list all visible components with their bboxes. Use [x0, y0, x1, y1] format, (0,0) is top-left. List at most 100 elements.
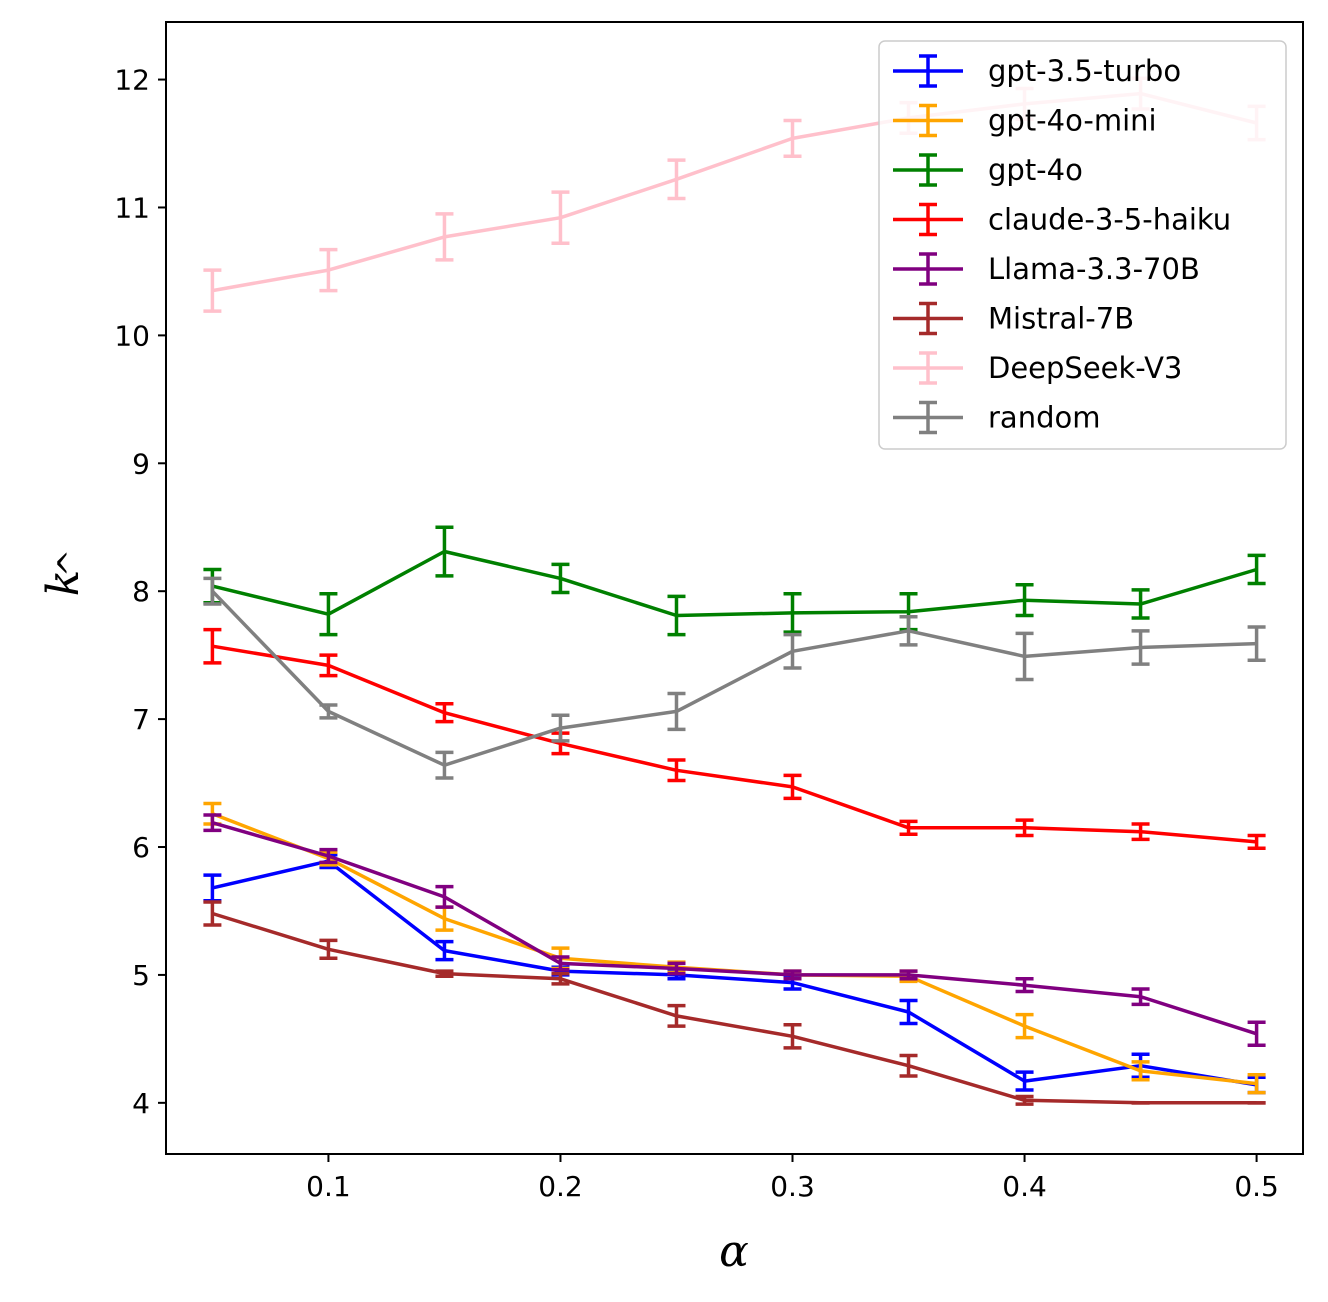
data-point [1015, 818, 1034, 838]
y-tick-label: 7 [132, 703, 150, 736]
data-point [667, 1003, 686, 1028]
series-line [211, 911, 1257, 1105]
x-tick-label: 0.1 [306, 1170, 351, 1203]
data-point [435, 212, 454, 262]
data-point [667, 594, 686, 637]
legend-label: gpt-4o-mini [988, 104, 1157, 138]
legend-box [878, 40, 1287, 450]
series-claude-3-5-haiku [203, 627, 1266, 851]
data-point [319, 703, 338, 720]
data-point [1131, 1060, 1150, 1082]
y-axis-label-text: k [38, 570, 89, 597]
legend-item-random: random [893, 401, 1100, 435]
data-point [783, 773, 802, 801]
data-point [435, 884, 454, 909]
y-tick-label: 6 [132, 831, 150, 864]
data-point [203, 813, 222, 833]
x-tick-label: 0.4 [1002, 1170, 1047, 1203]
data-point [1015, 977, 1034, 994]
legend-item-deepseek-v3: DeepSeek-V3 [893, 351, 1182, 385]
data-point [1131, 987, 1150, 1007]
legend: gpt-3.5-turbo gpt-4o-mini gpt-4o claude-3-5… [878, 40, 1287, 450]
y-tick-label: 9 [132, 447, 150, 480]
data-point [1247, 553, 1266, 586]
data-point [551, 971, 570, 986]
data-point [1247, 1020, 1266, 1048]
y-tick-label: 4 [132, 1087, 150, 1120]
data-point [551, 562, 570, 595]
data-point [783, 969, 802, 981]
data-point [1131, 629, 1150, 666]
data-point [899, 998, 918, 1026]
data-point [551, 190, 570, 246]
x-tick-label: 0.5 [1234, 1170, 1279, 1203]
legend-label: DeepSeek-V3 [988, 351, 1182, 385]
data-point [783, 632, 802, 670]
data-point [203, 576, 222, 606]
x-tick-label: 0.3 [770, 1170, 815, 1203]
legend-label: Mistral-7B [988, 302, 1134, 336]
data-point [783, 118, 802, 159]
data-point [667, 158, 686, 201]
data-point [319, 847, 338, 865]
data-point [203, 900, 222, 927]
data-point [435, 525, 454, 578]
series-line [212, 644, 1257, 844]
data-point [667, 758, 686, 783]
data-point [667, 961, 686, 976]
data-point [1015, 583, 1034, 618]
series-line [211, 589, 1257, 767]
y-tick-label: 5 [132, 959, 150, 992]
legend-item-llama-3-3-70b: Llama-3.3-70B [893, 252, 1200, 286]
data-point [435, 939, 454, 962]
series-line [212, 859, 1257, 1087]
legend-label: claude-3-5-haiku [988, 203, 1231, 237]
data-point [783, 1023, 802, 1050]
plot-frame [165, 21, 1304, 1155]
data-point [1015, 1094, 1034, 1106]
data-point [1015, 631, 1034, 682]
series-llama-3-3-70b [203, 813, 1266, 1048]
data-point [319, 938, 338, 961]
y-axis-label: k ^ [38, 549, 91, 597]
legend-label: gpt-4o [988, 153, 1083, 187]
data-point [551, 713, 570, 743]
legend-item-gpt-3-5-turbo: gpt-3.5-turbo [893, 54, 1181, 88]
data-point [1247, 833, 1266, 851]
y-axis-label-accent: ^ [51, 549, 91, 578]
data-point [899, 615, 918, 647]
y-tick-label: 11 [114, 191, 150, 224]
data-point [1247, 625, 1266, 663]
data-point [899, 969, 918, 981]
y-tick-label: 12 [114, 64, 150, 97]
ticks-layer: 0.1 0.2 0.3 0.4 0.5 4 5 6 7 8 9 10 11 12 [114, 64, 1278, 1203]
data-point [1015, 1070, 1034, 1092]
series-random [203, 576, 1266, 780]
legend-label: random [988, 401, 1100, 435]
data-point [435, 702, 454, 724]
data-point [667, 691, 686, 732]
data-point [899, 819, 918, 836]
x-tick-label: 0.2 [538, 1170, 583, 1203]
legend-label: Llama-3.3-70B [988, 252, 1200, 286]
data-point [203, 268, 222, 313]
data-point [319, 653, 338, 678]
data-point [1247, 1072, 1266, 1095]
data-point [783, 592, 802, 634]
data-point [435, 969, 454, 978]
data-point [435, 750, 454, 780]
data-point [1131, 588, 1150, 620]
series-line [211, 821, 1258, 1036]
y-tick-label: 10 [114, 319, 150, 352]
series-line [211, 549, 1258, 618]
legend-item-claude-3-5-haiku: claude-3-5-haiku [893, 203, 1231, 237]
series-mistral-7b [203, 900, 1266, 1106]
legend-item-gpt-4o-mini: gpt-4o-mini [893, 104, 1157, 138]
data-point [203, 627, 222, 665]
legend-item-mistral-7b: Mistral-7B [893, 302, 1134, 336]
data-point [319, 247, 338, 293]
data-point [899, 1053, 918, 1078]
data-point [1015, 1012, 1034, 1040]
legend-label: gpt-3.5-turbo [988, 54, 1181, 88]
